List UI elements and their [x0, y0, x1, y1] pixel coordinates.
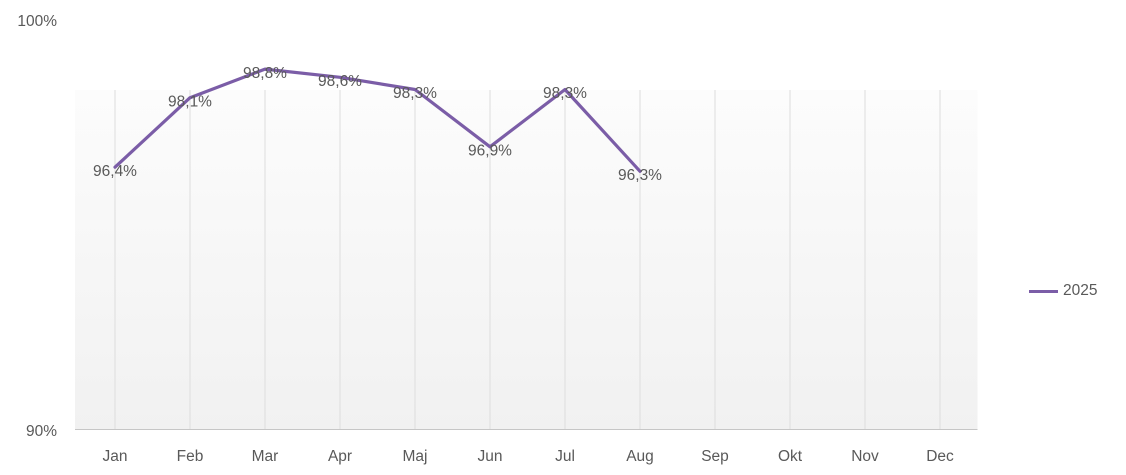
x-axis-tick-label: Jun [478, 448, 503, 465]
y-axis-min-label: 90% [26, 423, 57, 440]
plot-area: 96,4% 98,1% 98,8% 98,6% 98,3% 96,9% 98,3% 96,3%… [75, 65, 978, 465]
x-axis-tick-label: Nov [851, 448, 879, 465]
plot-area-band [75, 90, 978, 429]
x-axis-tick-label: Jul [555, 448, 575, 465]
data-label: 98,8% [243, 65, 287, 82]
x-axis-tick-label: Dec [926, 448, 954, 465]
data-label: 98,6% [318, 73, 362, 90]
x-axis-tick-label: Apr [328, 448, 352, 465]
x-axis-tick-label: Feb [177, 448, 204, 465]
series-line [113, 67, 642, 173]
x-axis-tick-label: Sep [701, 448, 729, 465]
data-label: 96,4% [93, 163, 137, 180]
data-label: 98,3% [393, 85, 437, 102]
data-label: 98,1% [168, 93, 212, 110]
legend: 2025 [1029, 282, 1097, 300]
y-axis-max-label: 100% [17, 13, 57, 30]
x-axis-tick-label: Okt [778, 448, 803, 465]
x-axis-tick-label: Maj [403, 448, 428, 465]
data-label: 96,9% [468, 143, 512, 160]
x-axis-tick-label: Jan [103, 448, 128, 465]
data-label: 96,3% [618, 167, 662, 184]
x-axis-tick-label: Aug [626, 448, 654, 465]
legend-label: 2025 [1063, 282, 1098, 299]
data-label: 98,3% [543, 85, 587, 102]
legend-line-swatch [1029, 289, 1058, 293]
x-axis-tick-label: Mar [252, 448, 279, 465]
